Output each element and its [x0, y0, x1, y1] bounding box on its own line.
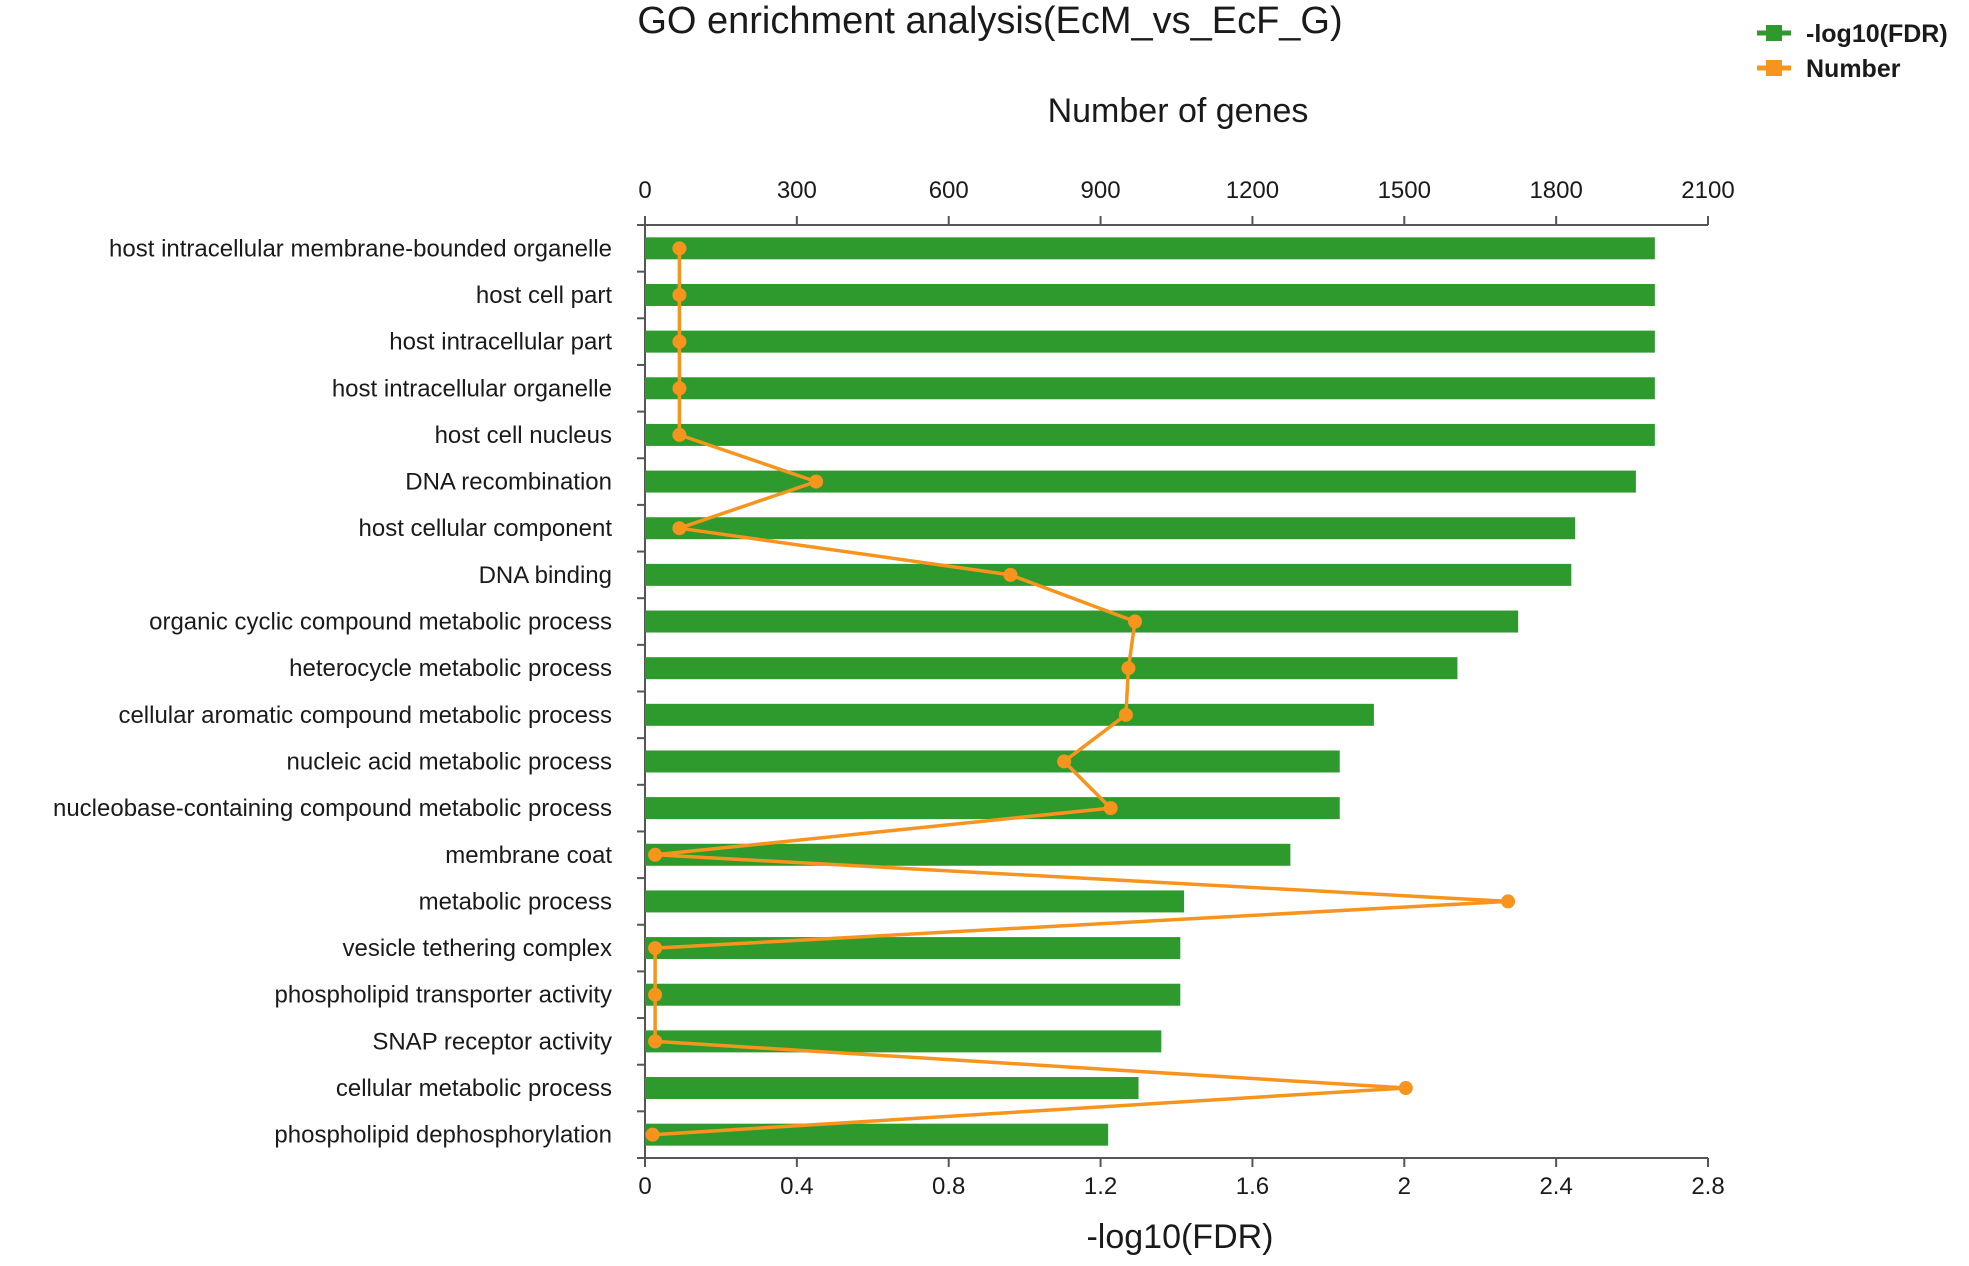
legend-label-fdr: -log10(FDR) — [1806, 20, 1948, 48]
category-label: host intracellular part — [389, 329, 612, 356]
category-label: host cellular component — [359, 515, 613, 542]
legend: -log10(FDR) Number — [1757, 20, 1948, 83]
category-label: metabolic process — [419, 888, 612, 915]
category-label: cellular metabolic process — [336, 1075, 612, 1102]
category-label: DNA binding — [479, 562, 612, 589]
bar — [645, 563, 1572, 586]
category-label: phospholipid transporter activity — [274, 982, 612, 1009]
bar — [645, 330, 1655, 353]
bar — [645, 983, 1181, 1006]
top-tick-label: 1800 — [1529, 177, 1582, 204]
plot-area: 0 0.4 0.8 1.2 1.6 2 2.4 2.8 0 300 600 900 1200 1500 18… — [53, 177, 1735, 1200]
category-label: SNAP receptor activity — [372, 1028, 612, 1055]
top-tick-label: 600 — [929, 177, 969, 204]
category-label: membrane coat — [445, 842, 612, 869]
category-label: nucleic acid metabolic process — [287, 748, 613, 775]
bar — [645, 843, 1291, 866]
legend-marker-number — [1766, 60, 1782, 76]
bar — [645, 377, 1655, 400]
number-point — [1118, 707, 1133, 722]
number-point — [648, 987, 663, 1002]
bar — [645, 1077, 1139, 1100]
number-point — [645, 1127, 660, 1142]
bar — [645, 237, 1655, 260]
bar — [645, 1123, 1109, 1146]
number-point — [672, 427, 687, 442]
number-point — [809, 474, 824, 489]
top-tick-label: 1200 — [1226, 177, 1279, 204]
bar — [645, 703, 1374, 726]
bottom-tick-label: 0.4 — [780, 1173, 813, 1200]
number-point — [648, 847, 663, 862]
bottom-axis-title: -log10(FDR) — [1086, 1218, 1273, 1256]
bar — [645, 283, 1655, 306]
number-point — [1398, 1081, 1413, 1096]
bottom-tick-label: 1.2 — [1084, 1173, 1117, 1200]
number-point — [1103, 801, 1118, 816]
bottom-tick-label: 2 — [1398, 1173, 1411, 1200]
bar — [645, 890, 1185, 913]
bottom-tick-label: 1.6 — [1236, 1173, 1269, 1200]
bar — [645, 470, 1636, 493]
number-point — [672, 381, 687, 396]
bottom-tick-label: 2.4 — [1539, 1173, 1572, 1200]
number-point — [648, 1034, 663, 1049]
number-point — [1121, 661, 1136, 676]
category-label: host intracellular organelle — [332, 375, 612, 402]
number-point — [672, 521, 687, 536]
top-tick-label: 900 — [1081, 177, 1121, 204]
bottom-tick-label: 0 — [638, 1173, 651, 1200]
number-point — [648, 941, 663, 956]
category-label: nucleobase-containing compound metabolic… — [53, 795, 612, 822]
top-tick-label: 300 — [777, 177, 817, 204]
category-label: DNA recombination — [405, 469, 612, 496]
bottom-tick-label: 2.8 — [1691, 1173, 1724, 1200]
number-point — [1127, 614, 1142, 629]
number-point — [1501, 894, 1516, 909]
category-label: vesicle tethering complex — [343, 935, 612, 962]
bar — [645, 750, 1340, 773]
bar — [645, 1030, 1162, 1053]
bar — [645, 937, 1181, 960]
category-label: host cell nucleus — [435, 422, 612, 449]
bar — [645, 657, 1458, 680]
bar — [645, 517, 1576, 540]
category-label: cellular aromatic compound metabolic pro… — [118, 702, 612, 729]
number-point — [1003, 567, 1018, 582]
category-label: heterocycle metabolic process — [289, 655, 612, 682]
bar — [645, 423, 1655, 446]
top-axis-title: Number of genes — [1048, 92, 1309, 130]
bottom-tick-label: 0.8 — [932, 1173, 965, 1200]
number-point — [1057, 754, 1072, 769]
top-tick-label: 0 — [638, 177, 651, 204]
category-label: host intracellular membrane-bounded orga… — [109, 235, 612, 262]
number-point — [672, 334, 687, 349]
category-label: organic cyclic compound metabolic proces… — [149, 609, 612, 636]
chart-title: GO enrichment analysis(EcM_vs_EcF_G) — [637, 0, 1342, 42]
top-tick-label: 2100 — [1681, 177, 1734, 204]
legend-marker-fdr — [1766, 25, 1782, 41]
number-point — [672, 241, 687, 256]
number-series-line — [652, 248, 1510, 1137]
top-tick-label: 1500 — [1378, 177, 1431, 204]
bar — [645, 610, 1519, 633]
category-label: phospholipid dephosphorylation — [274, 1122, 612, 1149]
bar — [645, 797, 1340, 820]
category-label: host cell part — [476, 282, 612, 309]
legend-label-number: Number — [1806, 55, 1901, 83]
number-point — [672, 287, 687, 302]
